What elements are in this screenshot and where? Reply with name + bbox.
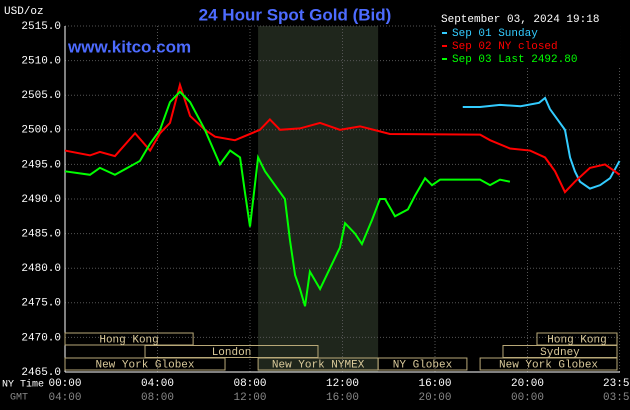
y-tick-label: 2515.0 <box>21 21 61 33</box>
session-box <box>64 357 226 371</box>
legend-swatch <box>442 45 447 47</box>
session-box <box>64 332 194 346</box>
session-label: Sydney <box>540 347 580 359</box>
y-tick-label: 2495.0 <box>21 159 61 171</box>
x-tick-label: 16:00 <box>418 378 451 390</box>
session-box <box>144 345 319 358</box>
x2-axis-label: GMT <box>10 393 28 404</box>
x-tick-label: 00:00 <box>48 378 81 390</box>
x-tick-label: 23:59 <box>603 378 630 390</box>
shaded-session <box>258 26 379 372</box>
session-label: New York Globex <box>499 359 598 371</box>
session-label: NY Globex <box>393 359 453 371</box>
unit-label: USD/oz <box>4 6 44 18</box>
x2-tick-label: 03:59 <box>603 392 630 404</box>
session-label: Hong Kong <box>547 334 606 346</box>
timestamp: September 03, 2024 19:18 <box>441 14 599 26</box>
session-box <box>377 357 468 371</box>
series-line <box>64 81 621 194</box>
chart-title: 24 Hour Spot Gold (Bid) <box>199 5 392 24</box>
x-tick-label: 04:00 <box>141 378 174 390</box>
y-tick-label: 2510.0 <box>21 56 61 68</box>
legend-box <box>437 10 620 68</box>
x2-tick-label: 08:00 <box>141 392 174 404</box>
y-tick-label: 2485.0 <box>21 229 61 241</box>
legend-entry: Sep 03 Last 2492.80 <box>452 54 577 66</box>
series-line <box>462 96 621 190</box>
site-link: www.kitco.com <box>67 37 191 56</box>
legend-swatch <box>442 32 447 34</box>
x2-tick-label: 16:00 <box>326 392 359 404</box>
session-label: Hong Kong <box>99 334 158 346</box>
legend-entry: Sep 02 NY closed <box>452 41 558 53</box>
legend-entry: Sep 01 Sunday <box>452 28 538 40</box>
session-label: New York Globex <box>95 359 194 371</box>
session-box <box>479 357 618 371</box>
series-line <box>64 90 511 307</box>
x-tick-label: 20:00 <box>511 378 544 390</box>
y-tick-label: 2465.0 <box>21 367 61 379</box>
x-tick-label: 08:00 <box>233 378 266 390</box>
y-tick-label: 2505.0 <box>21 90 61 102</box>
y-tick-label: 2480.0 <box>21 263 61 275</box>
x-tick-label: 12:00 <box>326 378 359 390</box>
session-label: London <box>212 347 252 359</box>
x2-tick-label: 00:00 <box>511 392 544 404</box>
y-tick-label: 2500.0 <box>21 125 61 137</box>
x2-tick-label: 04:00 <box>48 392 81 404</box>
session-label: New York NYMEX <box>272 359 365 371</box>
y-tick-label: 2470.0 <box>21 332 61 344</box>
x2-tick-label: 12:00 <box>233 392 266 404</box>
y-tick-label: 2475.0 <box>21 298 61 310</box>
legend-swatch <box>442 58 447 60</box>
x-axis-label: NY Time <box>2 379 44 391</box>
y-tick-label: 2490.0 <box>21 194 61 206</box>
x2-tick-label: 20:00 <box>418 392 451 404</box>
